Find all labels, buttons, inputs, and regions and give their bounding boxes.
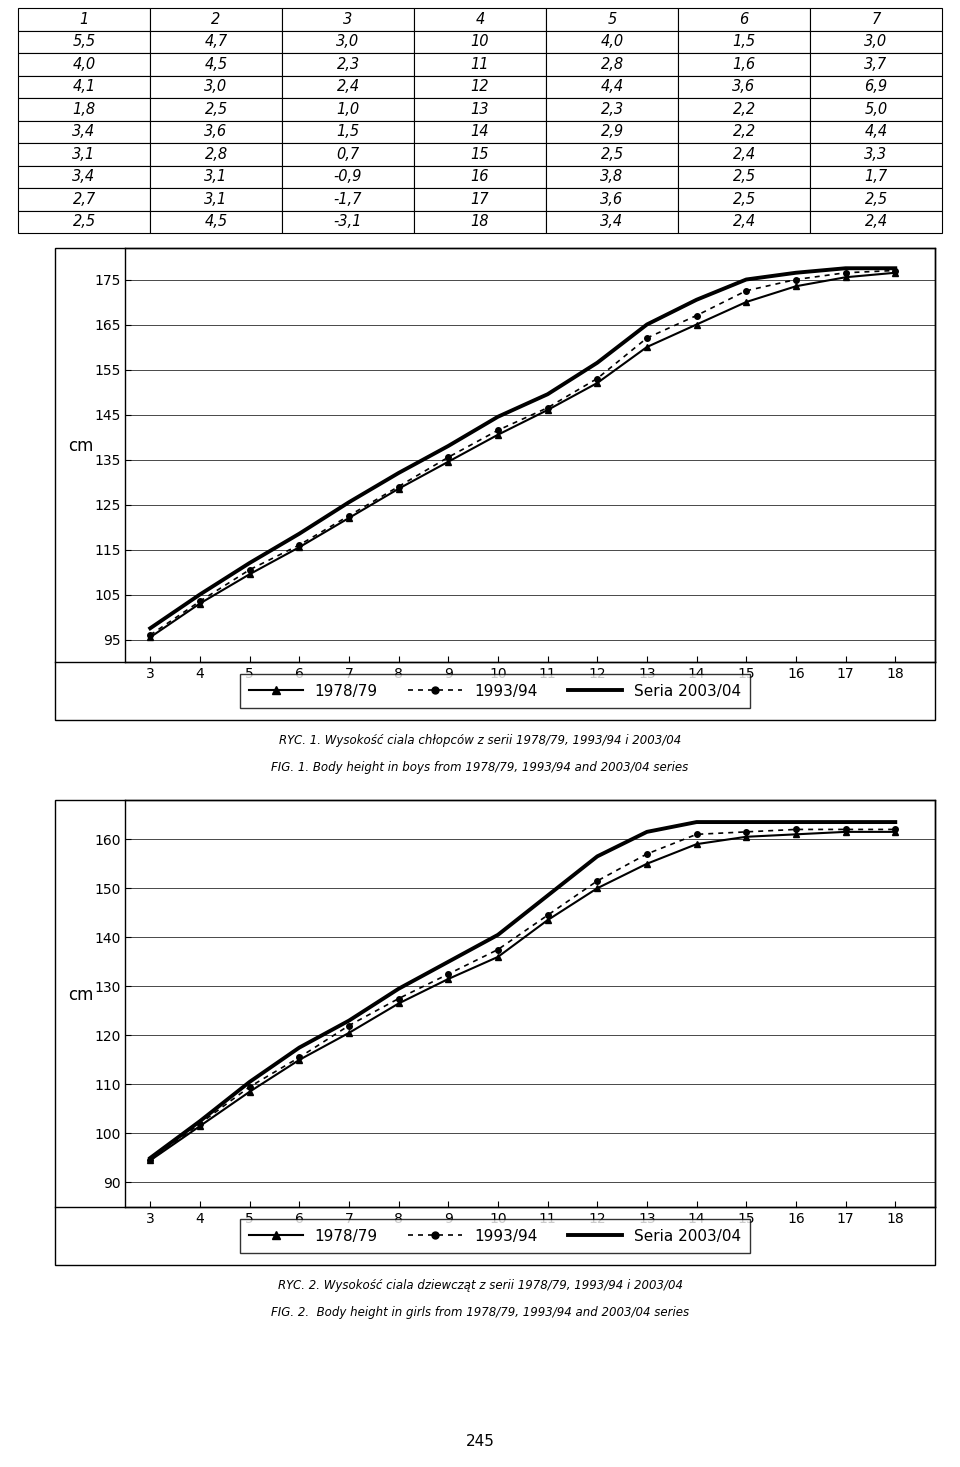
Legend: 1978/79, 1993/94, Seria 2003/04: 1978/79, 1993/94, Seria 2003/04 (240, 1219, 750, 1253)
Text: FIG. 1. Body height in boys from 1978/79, 1993/94 and 2003/04 series: FIG. 1. Body height in boys from 1978/79… (272, 761, 688, 773)
Text: RYC. 1. Wysokość ciala chłopców z serii 1978/79, 1993/94 i 2003/04: RYC. 1. Wysokość ciala chłopców z serii … (278, 735, 682, 747)
Y-axis label: cm: cm (68, 986, 93, 1003)
Text: 245: 245 (466, 1435, 494, 1449)
Text: FIG. 2.  Body height in girls from 1978/79, 1993/94 and 2003/04 series: FIG. 2. Body height in girls from 1978/7… (271, 1306, 689, 1319)
Y-axis label: cm: cm (68, 437, 93, 455)
Text: RYC. 2. Wysokość ciala dziewcząt z serii 1978/79, 1993/94 i 2003/04: RYC. 2. Wysokość ciala dziewcząt z serii… (277, 1279, 683, 1292)
Legend: 1978/79, 1993/94, Seria 2003/04: 1978/79, 1993/94, Seria 2003/04 (240, 675, 750, 707)
